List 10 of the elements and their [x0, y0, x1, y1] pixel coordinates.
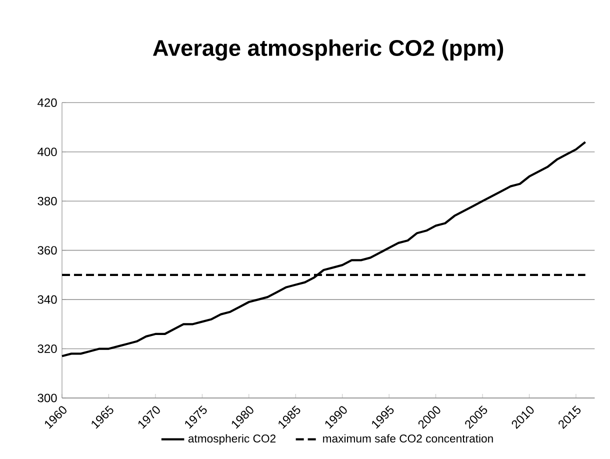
y-tick-label: 300 [38, 394, 57, 402]
y-tick-label: 380 [38, 196, 57, 206]
y-tick-label: 340 [38, 295, 57, 304]
legend-label: atmospheric CO2 [188, 434, 276, 445]
y-tick-label: 400 [38, 148, 57, 156]
y-tick-label: 360 [38, 246, 57, 255]
legend-label: maximum safe CO2 concentration [323, 434, 493, 443]
chart-title: Average atmospheric CO2 (ppm) [152, 39, 504, 61]
y-tick-label: 320 [38, 344, 57, 354]
y-tick-label: 420 [38, 98, 57, 107]
